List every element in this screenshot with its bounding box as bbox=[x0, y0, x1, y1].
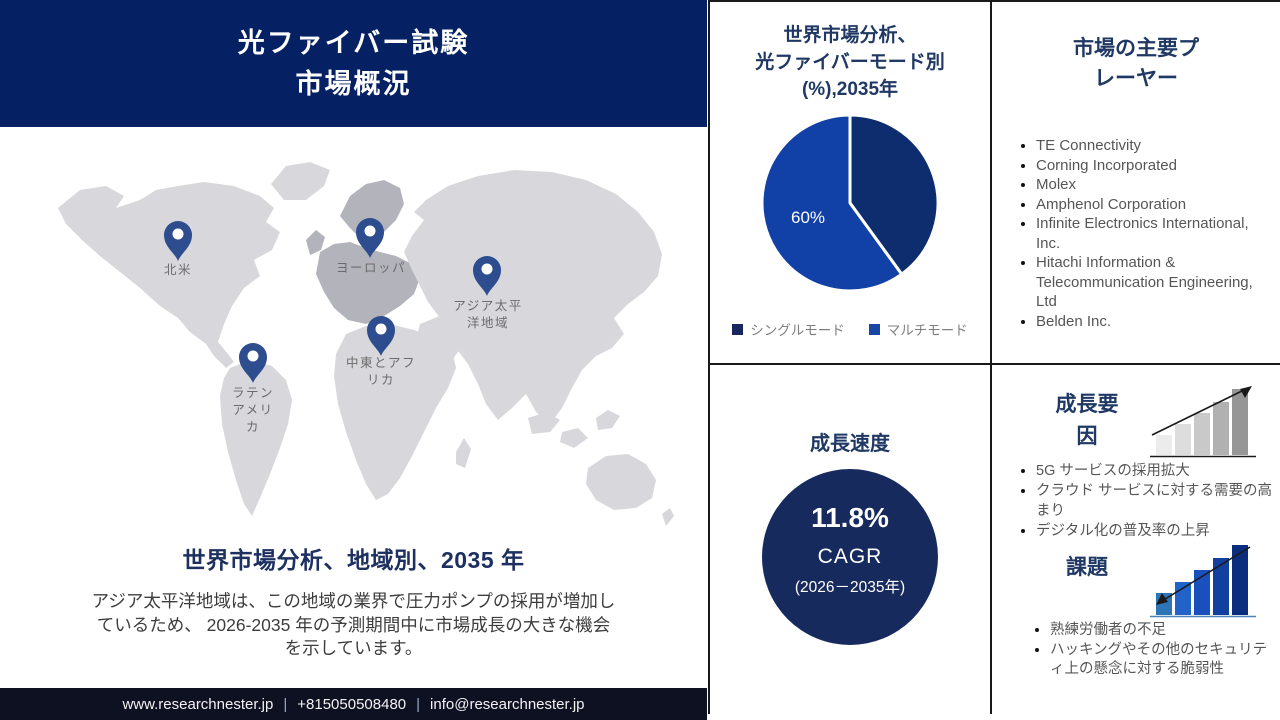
islands-southeast-asia-1 bbox=[528, 412, 560, 434]
footer-separator: | bbox=[416, 695, 421, 713]
cagr-period: (2026－2035年) bbox=[794, 579, 906, 596]
footer-separator: | bbox=[283, 695, 288, 713]
map-label-asia-pacific: アジア太平 洋地域 bbox=[453, 299, 523, 330]
map-label-europe: ヨーロッパ bbox=[335, 261, 406, 275]
footer-phone: +815050508480 bbox=[297, 695, 407, 713]
challenge-item: ハッキングやその他のセキュリティ上の懸念に対する脆弱性 bbox=[1050, 641, 1274, 680]
world-map bbox=[58, 162, 674, 526]
map-label-north-america: 北米 bbox=[163, 263, 192, 277]
cagr-circle: 11.8% CAGR (2026－2035年) bbox=[762, 469, 938, 645]
legend-item: マルチモード bbox=[868, 319, 968, 339]
pie-legend: シングルモード マルチモード bbox=[710, 319, 990, 339]
continent-australia bbox=[586, 454, 656, 510]
growth-factors-list: 5G サービスの採用拡大クラウド サービスに対する需要の高まりデジタル化の普及率… bbox=[1010, 461, 1276, 541]
key-players-list: TE ConnectivityCorning IncorporatedMolex… bbox=[992, 136, 1274, 331]
cagr-value: 11.8% bbox=[811, 502, 889, 533]
pie-chart-title: 世界市場分析、 光ファイバーモード別 (%),2035年 bbox=[755, 25, 945, 100]
legend-label: マルチモード bbox=[886, 323, 968, 338]
player-item: Infinite Electronics International, Inc. bbox=[1036, 214, 1274, 253]
island-madagascar bbox=[456, 438, 471, 468]
map-pin-north-america bbox=[164, 221, 192, 261]
map-pin-latin-america bbox=[239, 343, 267, 383]
page-title: 光ファイバー試験 市場概況 bbox=[237, 27, 470, 99]
pie-slice-multi-mode bbox=[760, 113, 904, 293]
right-panel-grid: 世界市場分析、 光ファイバーモード別 (%),2035年 60% シングルモード… bbox=[708, 0, 1280, 714]
growth-factors-title: 成長要 因 bbox=[1055, 393, 1119, 448]
map-label-latin-america: ラテン アメリ カ bbox=[231, 386, 274, 434]
panel-factors-challenges: 成長要 因 5G サービスの採用拡大クラウド サービスに対する需要の高まりデジタ… bbox=[990, 363, 1280, 714]
player-item: TE Connectivity bbox=[1036, 136, 1274, 156]
continent-north-america bbox=[58, 182, 280, 368]
continent-greenland bbox=[271, 162, 330, 200]
cagr-metric: CAGR bbox=[817, 545, 883, 568]
continent-asia bbox=[404, 170, 662, 424]
panel-growth-rate: 成長速度 11.8% CAGR (2026－2035年) bbox=[708, 363, 990, 714]
map-label-middle-east-africa: 中東とアフ リカ bbox=[345, 356, 416, 387]
continent-europe bbox=[316, 242, 420, 324]
pie-slice-data-label: 60% bbox=[791, 208, 825, 227]
regional-analysis-subtitle: 世界市場分析、地域別、2035 年 bbox=[182, 547, 525, 573]
panel-pie-chart: 世界市場分析、 光ファイバーモード別 (%),2035年 60% シングルモード… bbox=[708, 0, 990, 363]
regional-analysis-description: アジア太平洋地域は、この地域の業界で圧力ポンプの採用が増加しているため、 202… bbox=[91, 591, 616, 658]
contact-footer: www.researchnester.jp | +815050508480 | … bbox=[0, 688, 707, 720]
legend-item: シングルモード bbox=[732, 319, 845, 339]
footer-email: info@researchnester.jp bbox=[430, 695, 585, 713]
legend-swatch bbox=[732, 323, 744, 335]
map-pin-middle-east-africa bbox=[367, 316, 395, 356]
player-item: Amphenol Corporation bbox=[1036, 195, 1274, 215]
islands-southeast-asia-3 bbox=[596, 410, 620, 430]
pie-chart: 60% bbox=[760, 113, 940, 293]
key-players-title: 市場の主要プ レーヤー bbox=[1073, 37, 1199, 90]
continent-africa bbox=[334, 324, 456, 500]
challenge-item: 熟練労働者の不足 bbox=[1050, 621, 1274, 641]
pie-slice-single-mode bbox=[848, 113, 940, 276]
map-pin-europe bbox=[356, 218, 384, 258]
ascending-bars-down-arrow-icon bbox=[1150, 545, 1256, 618]
island-japan bbox=[640, 260, 658, 286]
legend-swatch bbox=[868, 323, 880, 335]
island-new-zealand bbox=[662, 508, 674, 526]
growth-rate-title: 成長速度 bbox=[810, 433, 890, 455]
islands-southeast-asia-2 bbox=[560, 428, 588, 448]
panel-key-players: 市場の主要プ レーヤー TE ConnectivityCorning Incor… bbox=[990, 0, 1280, 363]
header-band: 光ファイバー試験 市場概況 bbox=[0, 0, 707, 127]
ascending-bars-up-arrow-icon bbox=[1150, 386, 1256, 458]
player-item: Molex bbox=[1036, 175, 1274, 195]
growth-factor-item: 5G サービスの採用拡大 bbox=[1036, 461, 1276, 481]
continent-south-america bbox=[220, 360, 292, 516]
growth-factor-item: デジタル化の普及率の上昇 bbox=[1036, 521, 1276, 541]
player-item: Hitachi Information & Telecommunication … bbox=[1036, 253, 1274, 312]
region-united-kingdom bbox=[306, 230, 325, 255]
map-pin-asia-pacific bbox=[473, 256, 501, 296]
challenges-list: 熟練労働者の不足ハッキングやその他のセキュリティ上の懸念に対する脆弱性 bbox=[1024, 621, 1274, 680]
challenges-title: 課題 bbox=[1066, 556, 1108, 579]
legend-label: シングルモード bbox=[750, 323, 845, 338]
player-item: Corning Incorporated bbox=[1036, 156, 1274, 176]
player-item: Belden Inc. bbox=[1036, 312, 1274, 332]
region-scandinavia bbox=[340, 180, 404, 244]
growth-factor-item: クラウド サービスに対する需要の高まり bbox=[1036, 481, 1276, 521]
footer-website: www.researchnester.jp bbox=[122, 695, 274, 713]
